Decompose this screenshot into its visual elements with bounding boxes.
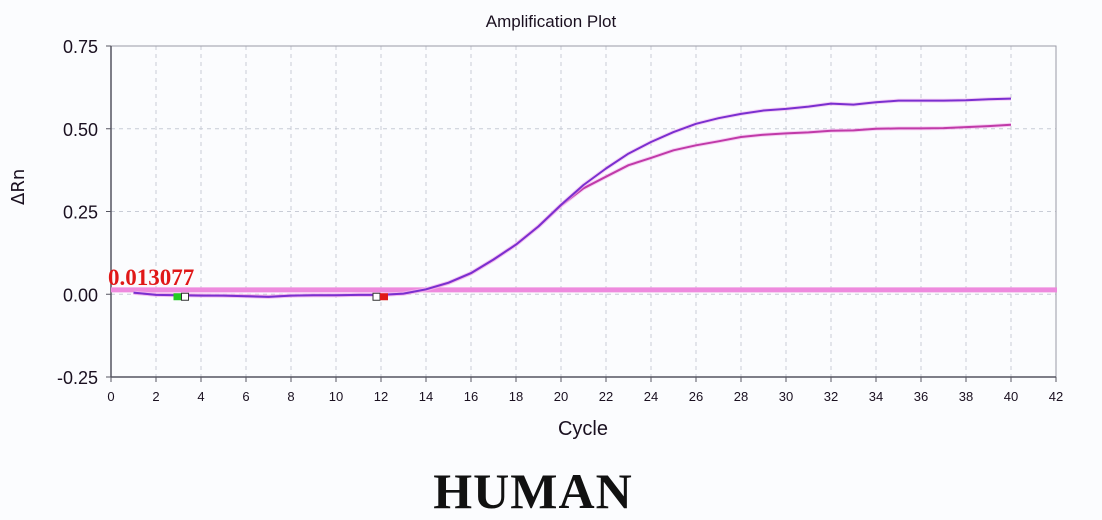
y-tick-label: 0.25 bbox=[63, 203, 98, 223]
data-series bbox=[133, 96, 1012, 299]
x-tick-label: 38 bbox=[959, 389, 973, 404]
grid-lines bbox=[111, 46, 1056, 377]
baseline-markers[interactable] bbox=[173, 292, 389, 301]
x-tick-label: 12 bbox=[374, 389, 388, 404]
y-axis-label: ΔRn bbox=[8, 168, 29, 205]
x-tick-label: 32 bbox=[824, 389, 838, 404]
y-tick-label: 0.00 bbox=[63, 285, 98, 305]
baseline-start-marker[interactable] bbox=[173, 293, 182, 301]
x-tick-label: 10 bbox=[329, 389, 343, 404]
x-axis-label: Cycle bbox=[557, 418, 608, 440]
x-tick-label: 0 bbox=[107, 389, 114, 404]
x-tick-label: 20 bbox=[554, 389, 568, 404]
x-tick-label: 22 bbox=[599, 389, 613, 404]
x-tick-label: 4 bbox=[197, 389, 204, 404]
sample-type-label: HUMAN bbox=[433, 463, 633, 519]
y-tick-label: 0.50 bbox=[63, 120, 98, 140]
x-tick-label: 24 bbox=[644, 389, 658, 404]
axis-ticks: 0 2 4 6 8 10 12 14 16 18 20 22 24 26 28 30 32 34 36 38 40 42-… bbox=[57, 37, 1063, 404]
x-tick-label: 14 bbox=[419, 389, 433, 404]
x-tick-label: 26 bbox=[689, 389, 703, 404]
x-tick-label: 42 bbox=[1049, 389, 1063, 404]
x-tick-label: 36 bbox=[914, 389, 928, 404]
x-tick-label: 28 bbox=[734, 389, 748, 404]
x-tick-label: 6 bbox=[242, 389, 249, 404]
x-tick-label: 30 bbox=[779, 389, 793, 404]
y-tick-label: 0.75 bbox=[63, 37, 98, 57]
y-tick-label: -0.25 bbox=[57, 368, 98, 388]
series-line bbox=[133, 123, 1012, 298]
x-tick-label: 40 bbox=[1004, 389, 1018, 404]
threshold-value-label: 0.013077 bbox=[108, 265, 195, 290]
x-tick-label: 2 bbox=[152, 389, 159, 404]
chart-title: Amplification Plot bbox=[485, 12, 617, 31]
series-line bbox=[133, 97, 1012, 298]
x-tick-label: 8 bbox=[287, 389, 294, 404]
baseline-end-marker[interactable] bbox=[380, 293, 388, 301]
x-tick-label: 16 bbox=[464, 389, 478, 404]
x-tick-label: 18 bbox=[509, 389, 523, 404]
x-tick-label: 34 bbox=[869, 389, 883, 404]
